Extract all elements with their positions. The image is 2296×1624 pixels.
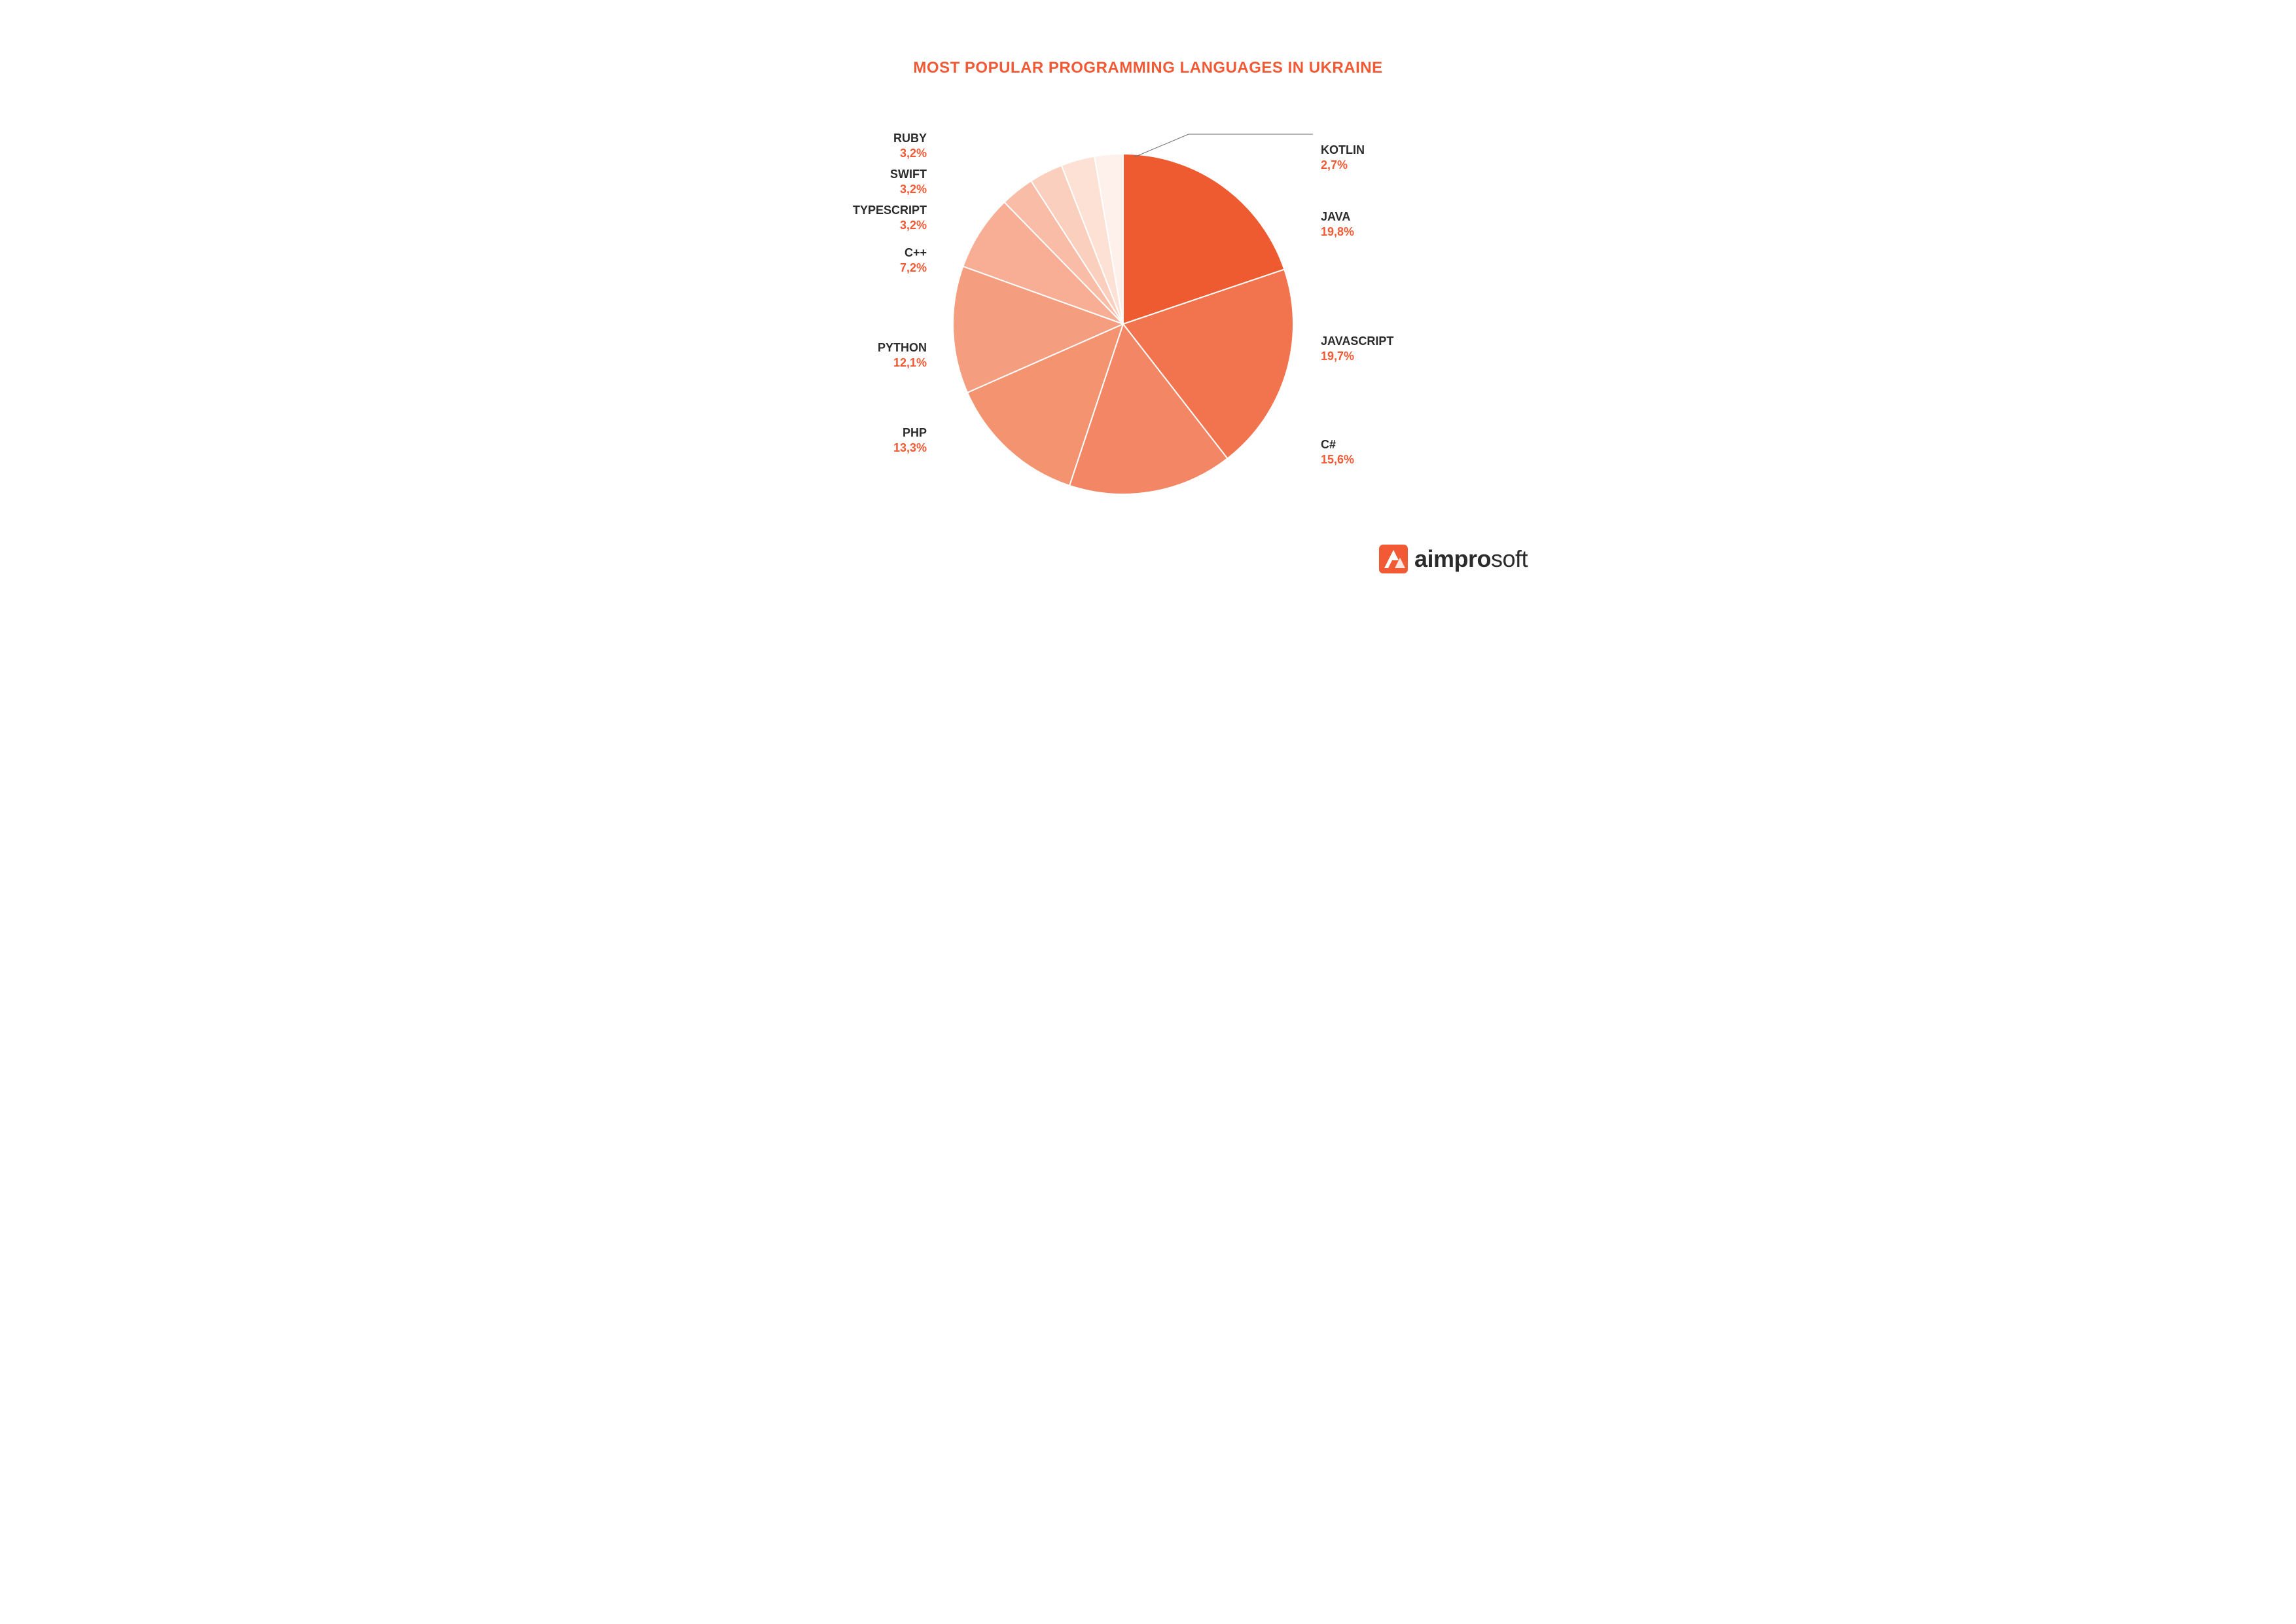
slice-label: TYPESCRIPT3,2% (853, 203, 927, 232)
slice-label: JAVASCRIPT19,7% (1321, 334, 1393, 363)
logo-text-prefix: aimpro (1414, 545, 1491, 572)
slice-label: PYTHON12,1% (878, 340, 927, 370)
slice-label-value: 3,2% (853, 218, 927, 233)
slice-label-value: 3,2% (893, 146, 927, 161)
slice-label: JAVA19,8% (1321, 209, 1354, 239)
slice-label-name: PHP (893, 425, 927, 441)
logo-text: aimprosoft (1414, 545, 1528, 573)
slice-label-value: 19,8% (1321, 225, 1354, 240)
pie-svg (953, 154, 1293, 494)
slice-label-value: 19,7% (1321, 349, 1393, 364)
slice-label: KOTLIN2,7% (1321, 143, 1365, 172)
chart-title: MOST POPULAR PROGRAMMING LANGUAGES IN UK… (724, 59, 1572, 77)
slice-label-name: TYPESCRIPT (853, 203, 927, 218)
slice-label: C++7,2% (900, 245, 927, 275)
slice-label-value: 12,1% (878, 355, 927, 370)
infographic-canvas: MOST POPULAR PROGRAMMING LANGUAGES IN UK… (724, 0, 1572, 600)
slice-label-name: KOTLIN (1321, 143, 1365, 158)
brand-logo: aimprosoft (1379, 545, 1528, 573)
slice-label-value: 3,2% (890, 182, 927, 197)
slice-label-value: 7,2% (900, 261, 927, 276)
slice-label-name: C++ (900, 245, 927, 261)
slice-label: RUBY3,2% (893, 131, 927, 160)
slice-label-name: JAVASCRIPT (1321, 334, 1393, 349)
slice-label: SWIFT3,2% (890, 167, 927, 196)
slice-label-name: RUBY (893, 131, 927, 146)
slice-label-name: PYTHON (878, 340, 927, 355)
slice-label-name: SWIFT (890, 167, 927, 182)
logo-text-suffix: soft (1491, 545, 1528, 572)
slice-label: C#15,6% (1321, 437, 1354, 467)
slice-label-value: 13,3% (893, 441, 927, 456)
slice-label-name: JAVA (1321, 209, 1354, 225)
pie-chart (953, 154, 1293, 494)
slice-label-name: C# (1321, 437, 1354, 452)
slice-label-value: 15,6% (1321, 452, 1354, 467)
slice-label: PHP13,3% (893, 425, 927, 455)
slice-label-value: 2,7% (1321, 158, 1365, 173)
logo-mark-icon (1379, 545, 1408, 573)
